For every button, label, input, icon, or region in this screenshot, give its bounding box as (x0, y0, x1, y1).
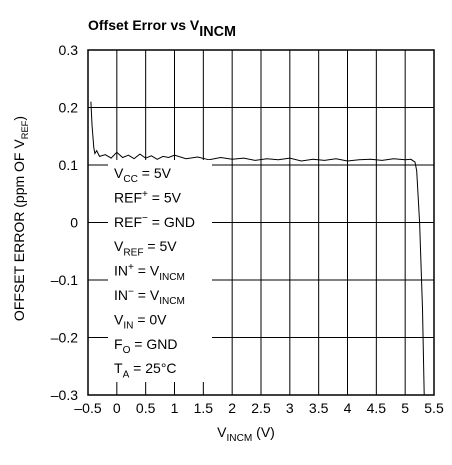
x-tick-label: 3 (286, 400, 294, 416)
annotation: TA = 25°C (114, 360, 177, 380)
text-part: INCM (159, 272, 185, 283)
x-tick-label: 2.5 (251, 400, 271, 416)
text-part: V (114, 311, 124, 327)
x-tick-label: 0 (113, 400, 121, 416)
text-part: OFFSET ERROR (ppm OF V (11, 139, 27, 321)
text-part: = 5V (138, 165, 172, 181)
text-part: − (128, 286, 134, 297)
text-part: = GND (148, 214, 195, 230)
x-tick-label: 0.5 (136, 400, 156, 416)
text-part: INCM (227, 433, 253, 444)
text-part: = GND (130, 336, 177, 352)
text-part: − (142, 213, 148, 224)
text-part: REF (114, 189, 142, 205)
annotation: REF+ = 5V (114, 189, 182, 206)
text-part: INCM (199, 24, 236, 40)
annotation: IN+ = VINCM (114, 262, 185, 283)
text-part: = 5V (144, 238, 178, 254)
text-part: O (123, 345, 131, 356)
plot-frame (87, 49, 435, 396)
text-part: REF (123, 247, 143, 258)
x-tick-label: 1.5 (194, 400, 214, 416)
text-part: REF (114, 214, 142, 230)
y-tick-label: 0.3 (59, 42, 79, 58)
text-part: + (142, 189, 148, 200)
data-line (90, 101, 425, 396)
text-part: = 5V (148, 189, 182, 205)
text-part: V (114, 238, 124, 254)
annotation: REF− = GND (114, 213, 195, 230)
text-part: REF (20, 120, 30, 139)
y-tick-label: 0 (70, 215, 78, 231)
x-tick-label: 3.5 (309, 400, 329, 416)
text-part: IN (114, 287, 128, 303)
x-tick-label: 5.5 (424, 400, 444, 416)
x-tick-label: 4.5 (367, 400, 387, 416)
y-tick-label: 0.2 (59, 100, 79, 116)
y-tick-label: –0.3 (51, 387, 78, 403)
text-part: INCM (159, 296, 185, 307)
text-part: = 25°C (129, 360, 176, 376)
annotation: VCC = 5V (114, 165, 172, 185)
x-tick-label: 2 (228, 400, 236, 416)
text-part: (V) (252, 424, 275, 440)
text-part: F (114, 336, 123, 352)
text-part: T (114, 360, 123, 376)
chart-title: Offset Error vs VINCM (88, 17, 236, 40)
text-part: IN (123, 321, 133, 332)
text-part: = V (134, 287, 160, 303)
annotation-box (108, 160, 212, 382)
text-part: Offset Error vs V (88, 17, 200, 33)
text-part: = 0V (133, 311, 167, 327)
text-part: V (217, 424, 227, 440)
text-part: ) (11, 116, 27, 121)
x-tick-label: 4 (344, 400, 352, 416)
x-axis-label: VINCM (V) (217, 424, 275, 444)
text-part: IN (114, 263, 128, 279)
y-tick-label: –0.1 (51, 272, 78, 288)
text-part: + (128, 262, 134, 273)
y-tick-label: –0.2 (51, 330, 78, 346)
y-axis-label: OFFSET ERROR (ppm OF VREF) (11, 116, 30, 321)
text-part: A (123, 369, 130, 380)
x-tick-label: –0.5 (74, 400, 101, 416)
text-part: = V (134, 263, 160, 279)
x-tick-label: 5 (401, 400, 409, 416)
annotation: VREF = 5V (114, 238, 177, 258)
annotation: FO = GND (114, 336, 177, 356)
x-tick-label: 1 (171, 400, 179, 416)
annotation: IN− = VINCM (114, 286, 185, 307)
annotation: VIN = 0V (114, 311, 167, 331)
text-part: V (114, 165, 124, 181)
text-part: CC (123, 174, 138, 185)
y-tick-label: 0.1 (59, 157, 79, 173)
